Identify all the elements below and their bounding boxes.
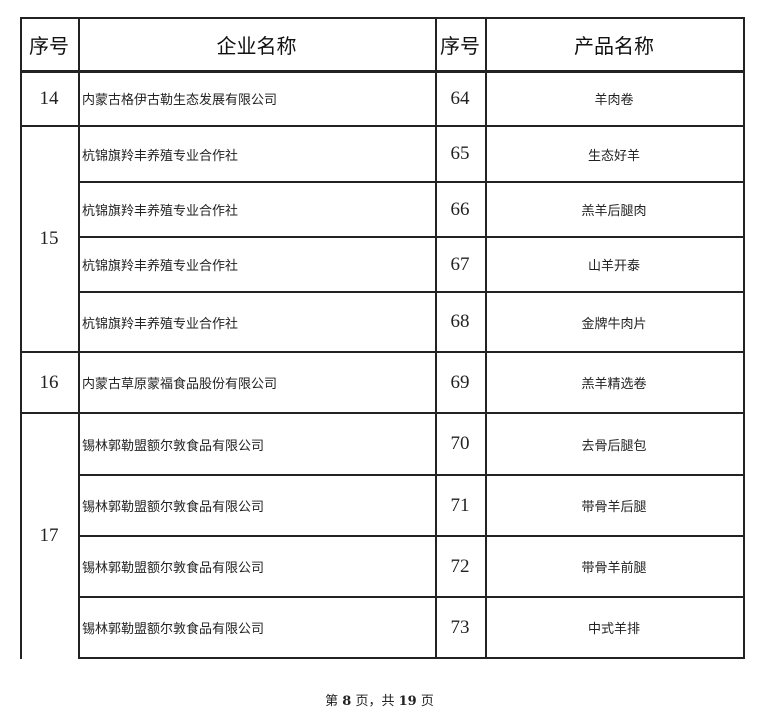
product-name: 中式羊排 <box>587 622 640 637</box>
current-page: 8 <box>342 694 352 709</box>
product-seq: 66 <box>450 198 470 220</box>
product-seq: 67 <box>450 253 470 275</box>
table-border <box>743 17 745 659</box>
header-product: 产品名称 <box>574 33 654 58</box>
table-border <box>78 181 744 183</box>
table-border <box>78 412 744 414</box>
table-border <box>78 657 744 659</box>
total-pages: 19 <box>398 694 417 709</box>
company-name: 锡林郭勒盟额尔敦食品有限公司 <box>82 561 265 576</box>
company-name: 锡林郭勒盟额尔敦食品有限公司 <box>82 438 265 454</box>
table-border <box>78 236 744 238</box>
page-footer: 第 8 页，共 19 页 <box>0 690 759 709</box>
header-seq2: 序号 <box>440 33 480 58</box>
product-name: 山羊开泰 <box>587 259 640 274</box>
product-name: 去骨后腿包 <box>581 438 647 454</box>
product-name: 羊肉卷 <box>594 93 634 108</box>
product-seq: 73 <box>450 616 470 638</box>
footer-text: 第 <box>325 694 343 709</box>
table-border <box>20 125 78 127</box>
product-seq: 70 <box>450 433 470 454</box>
product-name: 羔羊精选卷 <box>581 377 647 392</box>
table-border <box>20 70 744 73</box>
footer-text: 页 <box>416 694 434 709</box>
company-name: 杭锦旗羚丰养殖专业合作社 <box>82 204 239 219</box>
table-border <box>485 17 487 659</box>
table-border <box>78 474 744 476</box>
table-border <box>78 125 744 127</box>
footer-text: 页，共 <box>351 694 399 709</box>
table-border <box>20 351 78 353</box>
company-name: 内蒙古格伊古勒生态发展有限公司 <box>82 93 278 108</box>
table-border <box>78 291 744 293</box>
table-border <box>78 17 80 659</box>
company-name: 锡林郭勒盟额尔敦食品有限公司 <box>82 500 265 515</box>
product-seq: 72 <box>450 555 470 577</box>
company-name: 杭锦旗羚丰养殖专业合作社 <box>82 259 239 274</box>
table-border <box>20 17 22 659</box>
product-seq: 69 <box>450 371 470 393</box>
product-name: 羔羊后腿肉 <box>581 204 647 219</box>
company-name: 锡林郭勒盟额尔敦食品有限公司 <box>82 622 265 637</box>
company-name: 杭锦旗羚丰养殖专业合作社 <box>82 316 239 332</box>
group-seq: 17 <box>39 524 59 546</box>
product-name: 金牌牛肉片 <box>581 316 647 332</box>
company-name: 内蒙古草原蒙福食品股份有限公司 <box>82 377 278 392</box>
product-seq: 65 <box>450 143 470 164</box>
table-border <box>435 17 437 659</box>
company-name: 杭锦旗羚丰养殖专业合作社 <box>82 148 239 164</box>
product-seq: 68 <box>450 311 470 332</box>
group-seq: 15 <box>39 228 59 249</box>
header-seq: 序号 <box>29 33 69 58</box>
table-border <box>20 17 744 19</box>
group-seq: 16 <box>39 371 59 393</box>
table-border <box>78 351 744 353</box>
product-name: 生态好羊 <box>587 148 640 164</box>
product-seq: 64 <box>450 87 470 109</box>
table-border <box>20 412 78 414</box>
product-name: 带骨羊后腿 <box>581 500 647 515</box>
table-border <box>78 596 744 598</box>
product-seq: 71 <box>450 494 470 516</box>
product-name: 带骨羊前腿 <box>581 561 647 576</box>
table-border <box>78 535 744 537</box>
header-company: 企业名称 <box>216 33 297 58</box>
group-seq: 14 <box>39 87 59 109</box>
